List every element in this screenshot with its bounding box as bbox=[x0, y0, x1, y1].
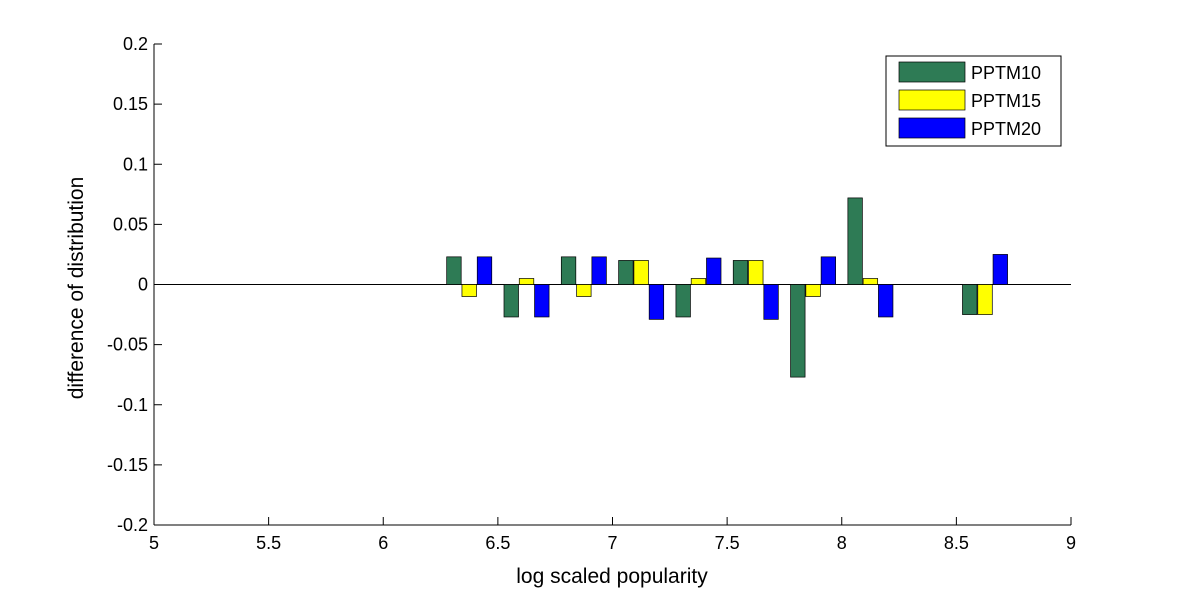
bar-pptm10 bbox=[503, 284, 519, 318]
legend-label: PPTM20 bbox=[971, 119, 1041, 139]
bar-pptm20 bbox=[763, 284, 779, 320]
y-tick-label: -0.2 bbox=[117, 515, 148, 535]
y-tick-label: 0.2 bbox=[123, 34, 148, 54]
bar-pptm20 bbox=[706, 257, 722, 285]
x-tick-label: 5 bbox=[149, 533, 159, 553]
bars bbox=[446, 197, 1008, 378]
bar-pptm15 bbox=[576, 284, 592, 297]
x-tick-label: 8 bbox=[837, 533, 847, 553]
legend-swatch bbox=[898, 89, 966, 111]
bar-pptm15 bbox=[977, 284, 993, 315]
x-tick-label: 7.5 bbox=[715, 533, 740, 553]
legend: PPTM10 PPTM15 PPTM20 bbox=[885, 55, 1062, 147]
y-tick-label: -0.05 bbox=[107, 335, 148, 355]
x-axis-title: log scaled popularity bbox=[516, 565, 708, 588]
bar-pptm10 bbox=[446, 256, 462, 285]
y-tick-label: 0.15 bbox=[113, 94, 148, 114]
y-tick-label: 0.1 bbox=[123, 154, 148, 174]
bar-pptm15 bbox=[518, 278, 535, 285]
legend-label: PPTM15 bbox=[971, 91, 1041, 111]
bar-pptm10 bbox=[790, 284, 806, 378]
y-ticks: -0.2 -0.15 -0.1 -0.05 0 0.05 0.1 0.15 0.2 bbox=[107, 34, 162, 535]
x-tick-label: 6.5 bbox=[485, 533, 510, 553]
bar-pptm15 bbox=[633, 260, 649, 285]
x-tick-label: 9 bbox=[1066, 533, 1076, 553]
bar-pptm10 bbox=[732, 260, 749, 285]
y-axis-title: difference of distribution bbox=[65, 177, 88, 400]
bar-pptm15 bbox=[690, 278, 707, 285]
bar-pptm20 bbox=[992, 254, 1008, 285]
bar-pptm15 bbox=[862, 278, 879, 285]
bar-pptm20 bbox=[534, 284, 550, 318]
bar-pptm10 bbox=[675, 284, 691, 318]
legend-label: PPTM10 bbox=[971, 63, 1041, 83]
legend-swatch bbox=[898, 117, 966, 139]
bar-pptm20 bbox=[648, 284, 665, 320]
x-tick-label: 5.5 bbox=[256, 533, 281, 553]
x-tick-label: 8.5 bbox=[944, 533, 969, 553]
y-tick-label: -0.15 bbox=[107, 455, 148, 475]
y-tick-label: 0 bbox=[138, 275, 148, 295]
y-tick-label: -0.1 bbox=[117, 395, 148, 415]
x-tick-label: 6 bbox=[378, 533, 388, 553]
bar-pptm20 bbox=[878, 284, 894, 318]
x-tick-label: 7 bbox=[607, 533, 617, 553]
bar-pptm20 bbox=[820, 256, 836, 285]
legend-swatch bbox=[898, 61, 966, 83]
y-tick-label: 0.05 bbox=[113, 214, 148, 234]
bar-pptm15 bbox=[805, 284, 821, 297]
bar-pptm10 bbox=[847, 197, 863, 285]
bar-pptm10 bbox=[560, 256, 577, 285]
bar-pptm20 bbox=[476, 256, 493, 285]
bar-pptm15 bbox=[748, 260, 764, 285]
bar-pptm20 bbox=[591, 256, 607, 285]
bar-pptm10 bbox=[962, 284, 978, 315]
bar-pptm15 bbox=[461, 284, 477, 297]
x-ticks: 5 5.5 6 6.5 7 7.5 8 8.5 9 bbox=[149, 517, 1076, 553]
bar-pptm10 bbox=[618, 260, 634, 285]
